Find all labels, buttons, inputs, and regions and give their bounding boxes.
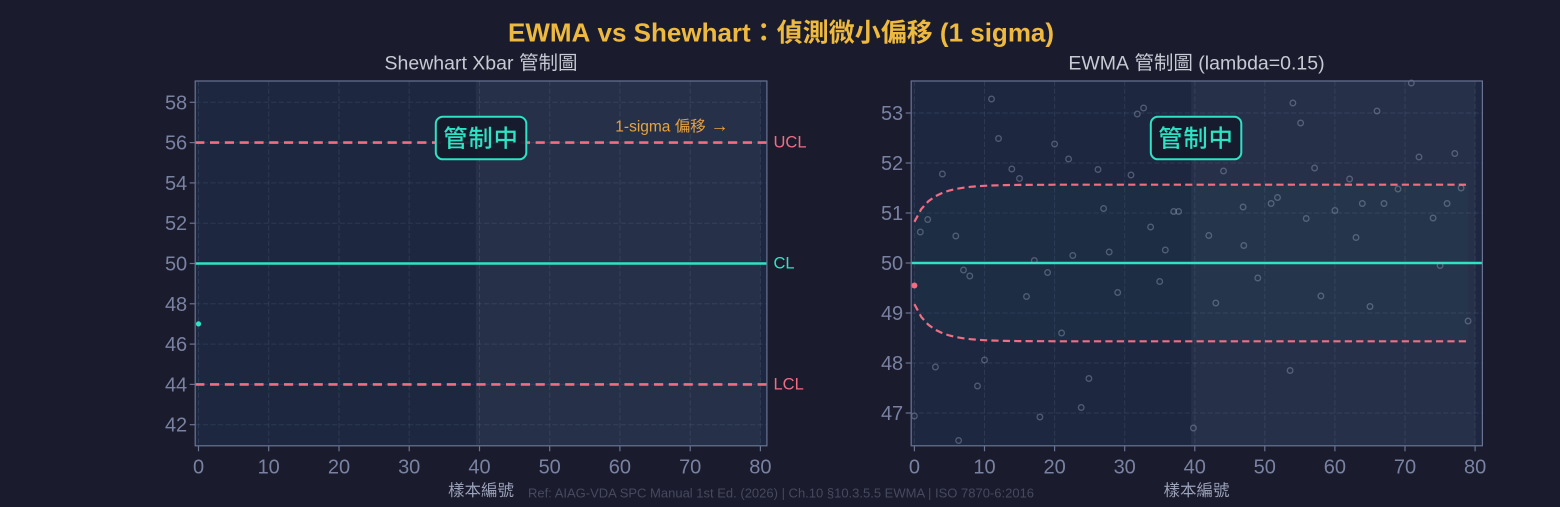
svg-text:50: 50 (1254, 456, 1276, 478)
svg-text:10: 10 (258, 456, 280, 478)
svg-text:UCL: UCL (774, 134, 807, 152)
svg-text:50: 50 (539, 456, 561, 478)
svg-text:40: 40 (1184, 456, 1206, 478)
svg-text:30: 30 (398, 456, 420, 478)
svg-text:46: 46 (165, 334, 187, 356)
svg-text:70: 70 (679, 456, 701, 478)
svg-text:80: 80 (749, 456, 771, 478)
svg-text:50: 50 (165, 254, 187, 276)
svg-text:52: 52 (165, 213, 187, 235)
svg-text:30: 30 (1114, 456, 1136, 478)
svg-text:(lambda=0.15): (lambda=0.15) (1193, 53, 1325, 75)
svg-text:LCL: LCL (774, 375, 804, 393)
svg-text:0: 0 (909, 456, 920, 478)
svg-text:58: 58 (165, 92, 187, 114)
svg-text:56: 56 (165, 133, 187, 155)
svg-text:50: 50 (881, 253, 903, 275)
svg-text:Shewhart Xbar: Shewhart Xbar (385, 53, 519, 75)
svg-text:Ref: AIAG-VDA SPC Manual 1st E: Ref: AIAG-VDA SPC Manual 1st Ed. (2026) … (528, 485, 1034, 500)
svg-text:51: 51 (881, 203, 903, 225)
svg-text:20: 20 (328, 456, 350, 478)
svg-text:20: 20 (1043, 456, 1065, 478)
svg-text:(1 sigma): (1 sigma) (933, 18, 1054, 48)
svg-text:60: 60 (1324, 456, 1346, 478)
svg-text:40: 40 (468, 456, 490, 478)
svg-text:1-sigma: 1-sigma (615, 119, 674, 136)
svg-text:42: 42 (165, 415, 187, 437)
svg-text:70: 70 (1394, 456, 1416, 478)
svg-text:→: → (706, 116, 729, 136)
svg-text:CL: CL (774, 255, 795, 273)
svg-text:48: 48 (165, 294, 187, 316)
svg-text:52: 52 (881, 153, 903, 175)
svg-text:53: 53 (881, 103, 903, 125)
svg-text:0: 0 (193, 456, 204, 478)
svg-text:EWMA: EWMA (1068, 53, 1134, 75)
svg-text:10: 10 (973, 456, 995, 478)
svg-text:EWMA vs Shewhart: EWMA vs Shewhart (508, 18, 751, 48)
svg-text:48: 48 (881, 353, 903, 375)
svg-text:54: 54 (165, 173, 187, 195)
svg-text:80: 80 (1464, 456, 1486, 478)
svg-text:60: 60 (609, 456, 631, 478)
svg-text:44: 44 (165, 374, 187, 396)
svg-text:47: 47 (881, 403, 903, 425)
svg-text:49: 49 (881, 303, 903, 325)
